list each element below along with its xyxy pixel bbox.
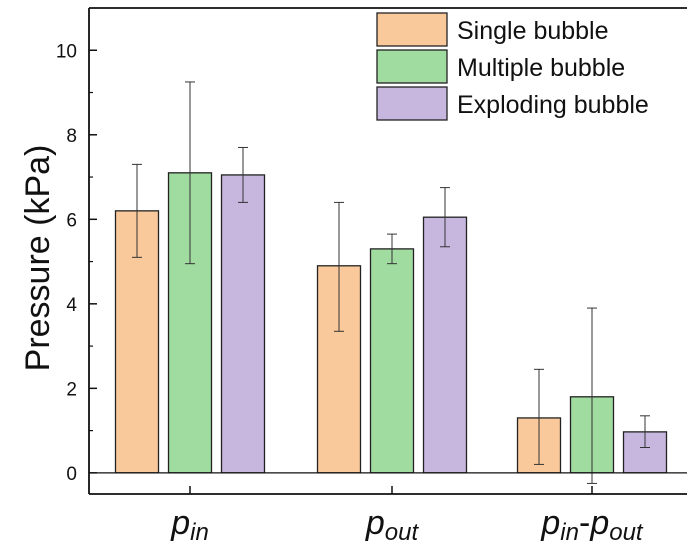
legend-label: Single bubble (457, 17, 609, 45)
bar (422, 216, 468, 474)
y-axis-label: Pressure (kPa) (19, 145, 57, 372)
legend: Single bubble Multiple bubble Exploding bu… (376, 12, 649, 121)
y-tick-label: 4 (66, 295, 77, 316)
legend-swatch (376, 12, 448, 47)
legend-swatch (376, 49, 448, 84)
y-tick-label: 0 (66, 464, 77, 485)
category-labels: pin pout pin-pout (170, 504, 644, 544)
axes-layer: 0 2 4 6 8 10 (56, 7, 687, 495)
category-label: pin-pout (540, 504, 644, 544)
bars-layer (114, 81, 668, 484)
y-tick-label: 8 (66, 126, 77, 147)
category-label: pin (170, 504, 209, 544)
y-tick-label: 6 (66, 210, 77, 231)
y-tick-label: 10 (56, 41, 77, 62)
y-tick-label: 2 (66, 379, 77, 400)
bar (369, 248, 415, 474)
category-label: pout (365, 504, 420, 544)
legend-label: Exploding bubble (457, 91, 649, 119)
legend-swatch (376, 86, 448, 121)
bar (220, 174, 266, 474)
legend-label: Multiple bubble (457, 54, 625, 82)
